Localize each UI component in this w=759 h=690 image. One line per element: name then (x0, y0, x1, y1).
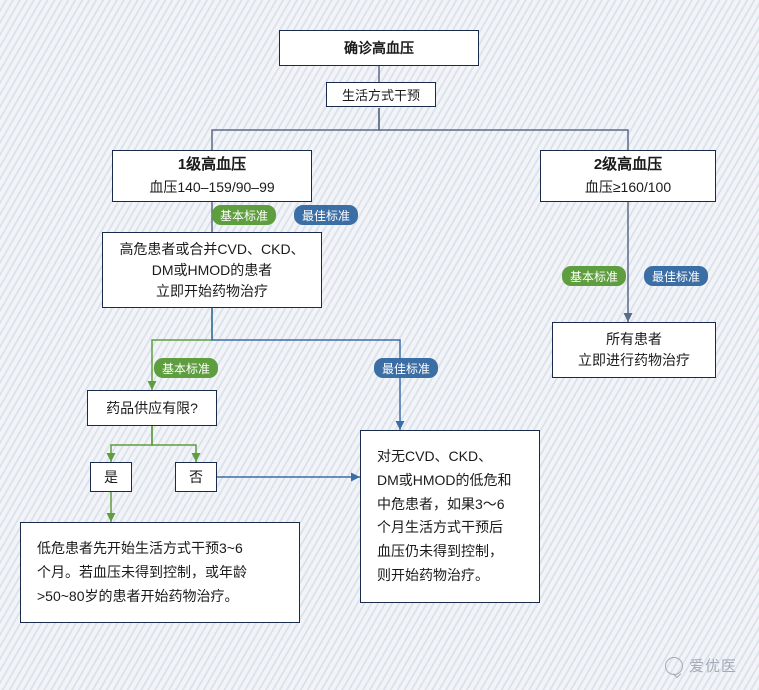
node-stage1-sub: 血压140–159/90–99 (149, 177, 274, 198)
node-highrisk: 高危患者或合并CVD、CKD、 DM或HMOD的患者 立即开始药物治疗 (102, 232, 322, 308)
node-all-patients: 所有患者 立即进行药物治疗 (552, 322, 716, 378)
lrb-l0: 对无CVD、CKD、 (377, 445, 523, 469)
lrb-l2: 中危患者，如果3～6 (377, 493, 523, 517)
node-root: 确诊高血压 (279, 30, 479, 66)
pill-basic-3: 基本标准 (154, 358, 218, 378)
lrb-l5: 则开始药物治疗。 (377, 564, 523, 588)
node-lifestyle-label: 生活方式干预 (342, 88, 420, 103)
node-stage2-sub: 血压≥160/100 (585, 177, 671, 198)
watermark-text: 爱优医 (689, 655, 737, 676)
node-stage2: 2级高血压 血压≥160/100 (540, 150, 716, 202)
edge (111, 426, 152, 462)
lrg-l1: 个月。若血压未得到控制，或年龄 (37, 561, 283, 585)
node-stage2-title: 2级高血压 (594, 154, 662, 177)
lrb-l3: 个月生活方式干预后 (377, 516, 523, 540)
node-yes: 是 (90, 462, 132, 492)
watermark: 爱优医 (665, 655, 737, 676)
lrb-l4: 血压仍未得到控制， (377, 540, 523, 564)
pill-basic-2: 基本标准 (562, 266, 626, 286)
node-stage1: 1级高血压 血压140–159/90–99 (112, 150, 312, 202)
chat-icon (665, 657, 683, 675)
node-yes-label: 是 (104, 467, 118, 488)
node-lifestyle: 生活方式干预 (326, 82, 436, 107)
pill-best-2: 最佳标准 (644, 266, 708, 286)
edge (152, 426, 196, 462)
edge (212, 108, 379, 150)
node-root-title: 确诊高血压 (344, 38, 414, 59)
pill-basic-1: 基本标准 (212, 205, 276, 225)
ap-l1: 立即进行药物治疗 (578, 350, 690, 371)
node-no: 否 (175, 462, 217, 492)
pill-best-4: 最佳标准 (374, 358, 438, 378)
node-limited-label: 药品供应有限? (106, 398, 198, 419)
lrb-l1: DM或HMOD的低危和 (377, 469, 523, 493)
node-lowrisk-green: 低危患者先开始生活方式干预3~6 个月。若血压未得到控制，或年龄 >50~80岁… (20, 522, 300, 623)
lrg-l0: 低危患者先开始生活方式干预3~6 (37, 537, 283, 561)
edge (379, 108, 628, 150)
ap-l0: 所有患者 (606, 329, 662, 350)
flowchart-canvas: 确诊高血压 生活方式干预 1级高血压 血压140–159/90–99 2级高血压… (0, 0, 759, 690)
node-no-label: 否 (189, 467, 203, 488)
edge (212, 308, 400, 430)
lrg-l2: >50~80岁的患者开始药物治疗。 (37, 585, 283, 609)
node-highrisk-l1: DM或HMOD的患者 (152, 260, 273, 281)
node-highrisk-l0: 高危患者或合并CVD、CKD、 (119, 239, 304, 260)
node-highrisk-l2: 立即开始药物治疗 (156, 281, 268, 302)
node-lowrisk-blue: 对无CVD、CKD、 DM或HMOD的低危和 中危患者，如果3～6 个月生活方式… (360, 430, 540, 603)
node-stage1-title: 1级高血压 (178, 154, 246, 177)
pill-best-1: 最佳标准 (294, 205, 358, 225)
node-limited: 药品供应有限? (87, 390, 217, 426)
